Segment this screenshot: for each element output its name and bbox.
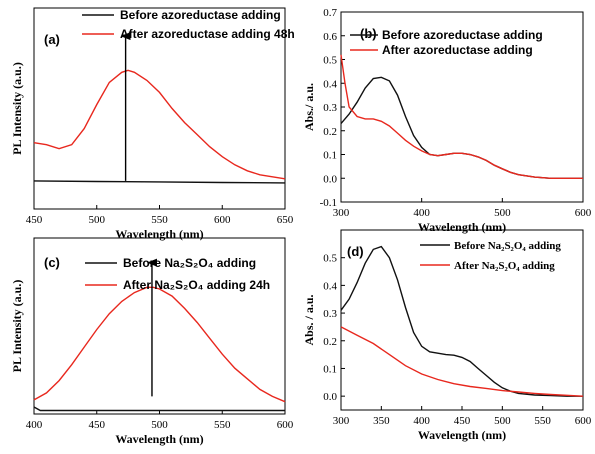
panel-b: 300 400 500 600 -0.1 0.0 0.1 0.2 0.3 0.4 0.5 0.6 0.7… [302, 7, 592, 234]
y-tick-label: 0.1 [323, 150, 337, 162]
y-tick-label: 0.6 [323, 31, 337, 43]
y-tick-label: 0.5 [323, 55, 337, 67]
x-axis-label: Wavelength (nm) [115, 227, 203, 241]
x-tick-label: 450 [454, 415, 471, 427]
plot-frame [340, 229, 584, 411]
y-tick-label: 0.2 [323, 126, 337, 138]
x-tick-label: 550 [214, 419, 231, 431]
panel-d: 300 350 400 450 500 550 600 0.0 0.1 0.2 0.3 0.4 0.5 W… [302, 229, 592, 442]
x-tick-label: 600 [277, 419, 294, 431]
y-tick-label: 0.4 [323, 78, 337, 90]
y-tick-label: 0.3 [323, 308, 337, 320]
series-line [340, 245, 583, 397]
panel-label: (b) [360, 26, 377, 41]
x-tick-label: 500 [494, 207, 511, 219]
y-tick-label: 0.2 [323, 336, 337, 348]
x-axis-label: Wavelength (nm) [115, 432, 203, 446]
x-tick-label: 500 [151, 419, 168, 431]
series-line [33, 286, 286, 403]
y-axis-label: PL Intensity (a.u.) [10, 62, 24, 155]
panel-a: 450 500 550 600 650 Wavelength (nm) PL Intensi… [10, 7, 295, 241]
x-tick-label: 500 [89, 214, 106, 226]
y-tick-label: 0.1 [323, 363, 337, 375]
y-tick-label: 0.3 [323, 102, 337, 114]
x-tick-label: 600 [575, 207, 592, 219]
series-line [33, 180, 286, 184]
y-tick-label: 0.0 [323, 391, 337, 403]
x-tick-label: 350 [373, 415, 390, 427]
legend-label: Before azoreductase adding [382, 28, 543, 42]
x-tick-label: 550 [151, 214, 168, 226]
x-tick-label: 400 [26, 419, 43, 431]
y-tick-label: -0.1 [320, 197, 337, 209]
x-tick-label: 600 [214, 214, 231, 226]
panel-label: (d) [347, 244, 364, 259]
x-tick-label: 500 [494, 415, 511, 427]
legend-label: Before Na₂S₂O₄ adding [454, 240, 561, 252]
panel-label: (a) [44, 32, 60, 47]
y-tick-label: 0.7 [323, 7, 337, 19]
x-tick-label: 450 [89, 419, 106, 431]
x-tick-label: 300 [333, 415, 350, 427]
series-line [33, 406, 285, 412]
legend-label: After azoreductase adding 48h [120, 27, 295, 41]
series-line [340, 76, 583, 180]
x-tick-label: 400 [413, 415, 430, 427]
x-axis-label: Wavelength (nm) [418, 220, 506, 234]
y-tick-label: 0.4 [323, 280, 337, 292]
x-tick-label: 400 [413, 207, 430, 219]
series-line [340, 54, 583, 180]
series-line [340, 326, 584, 397]
x-tick-label: 300 [333, 207, 350, 219]
panel-c: 400 450 500 550 600 Wavelength (nm) PL Intensi… [10, 237, 294, 446]
legend-label: Before azoreductase adding [120, 8, 281, 22]
y-tick-label: 0.5 [323, 253, 337, 265]
series-line [33, 69, 286, 180]
x-tick-label: 450 [26, 214, 43, 226]
panel-label: (c) [44, 255, 60, 270]
y-axis-label: PL Intensity (a.u.) [10, 280, 24, 373]
y-tick-label: 0.0 [323, 173, 337, 185]
legend-label: After Na₂S₂O₄ adding [454, 260, 555, 272]
y-axis-label: Abs. / a.u. [302, 294, 316, 345]
legend-label: After azoreductase adding [382, 43, 533, 57]
x-tick-label: 650 [277, 214, 294, 226]
legend-label: Before Na₂S₂O₄ adding [123, 256, 256, 270]
legend-label: After Na₂S₂O₄ adding 24h [123, 278, 270, 292]
x-axis-label: Wavelength (nm) [418, 428, 506, 442]
x-tick-label: 550 [534, 415, 551, 427]
y-axis-label: Abs./ a.u. [302, 83, 316, 131]
x-tick-label: 600 [575, 415, 592, 427]
